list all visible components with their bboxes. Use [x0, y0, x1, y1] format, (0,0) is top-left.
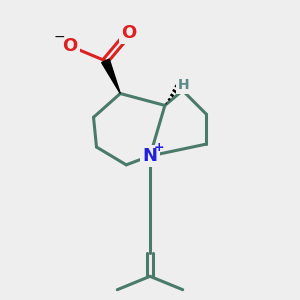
- Text: O: O: [122, 24, 137, 42]
- Text: H: H: [178, 78, 189, 92]
- Polygon shape: [102, 59, 120, 94]
- Text: −: −: [53, 29, 65, 44]
- Text: N: N: [142, 147, 158, 165]
- Text: O: O: [62, 37, 77, 55]
- Text: +: +: [154, 140, 164, 154]
